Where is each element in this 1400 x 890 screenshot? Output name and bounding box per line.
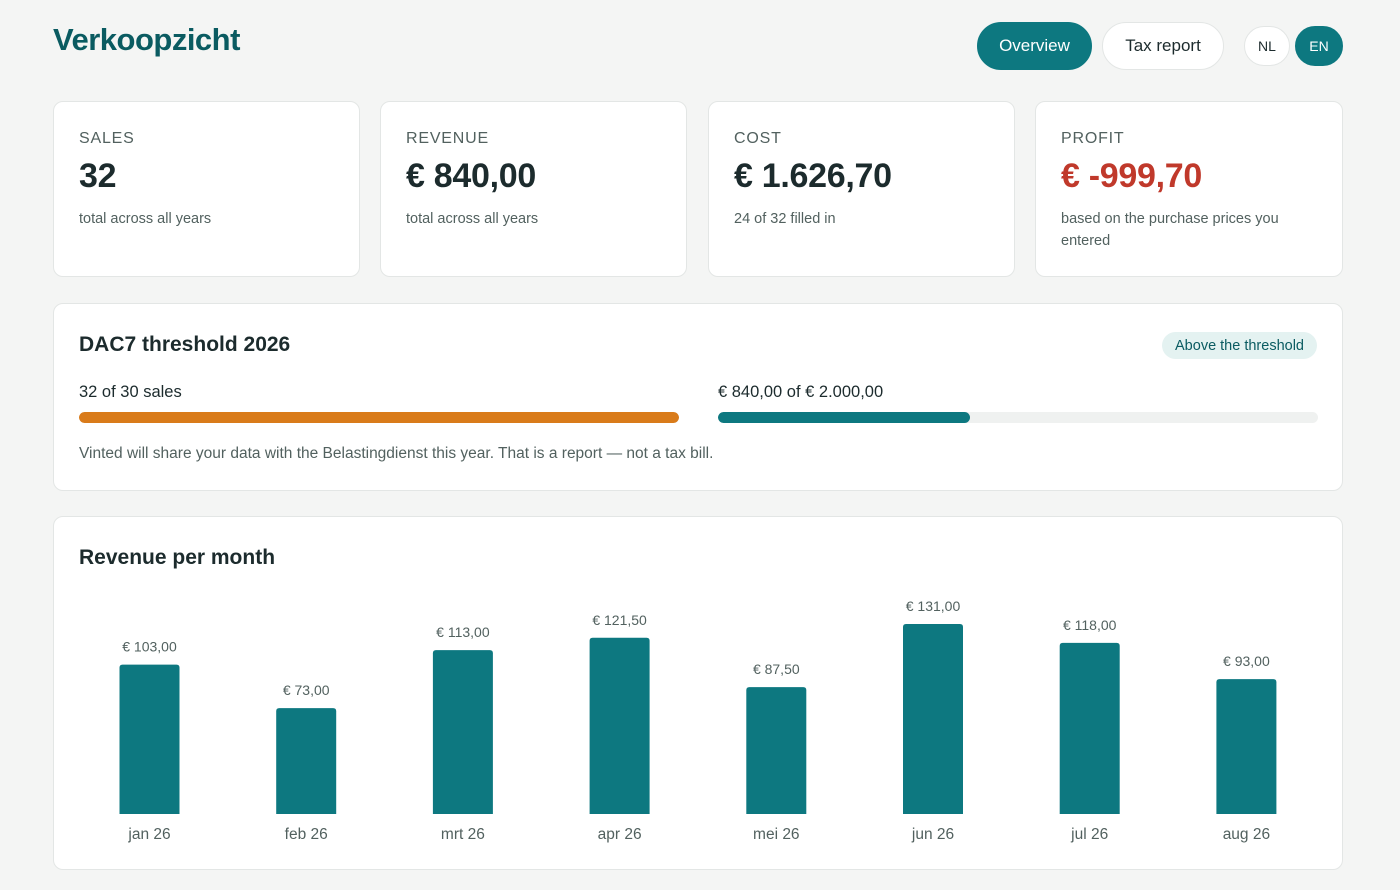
bar-value-label: € 73,00 bbox=[283, 682, 330, 698]
sales-note: total across all years bbox=[79, 211, 212, 227]
bar-feb-26 bbox=[276, 708, 337, 814]
x-tick-label: jun 26 bbox=[911, 826, 954, 843]
cost-label: COST bbox=[734, 130, 782, 147]
bar-value-label: € 121,50 bbox=[592, 612, 647, 628]
cost-card: COST € 1.626,70 24 of 32 filled in bbox=[708, 101, 1015, 277]
x-tick-label: jul 26 bbox=[1070, 826, 1108, 843]
language-nl-button[interactable]: NL bbox=[1244, 26, 1290, 66]
profit-note: based on the purchase prices you entered bbox=[1061, 211, 1279, 249]
cost-value: € 1.626,70 bbox=[734, 157, 892, 195]
bar-value-label: € 118,00 bbox=[1063, 617, 1117, 633]
top-nav: Overview Tax report NL EN bbox=[977, 22, 1343, 70]
overview-button[interactable]: Overview bbox=[977, 22, 1092, 70]
language-en-button[interactable]: EN bbox=[1295, 26, 1343, 66]
revenue-card: REVENUE € 840,00 total across all years bbox=[380, 101, 687, 277]
threshold-title: DAC7 threshold 2026 bbox=[79, 333, 291, 356]
revenue-progress-fill bbox=[718, 412, 970, 423]
profit-label: PROFIT bbox=[1061, 130, 1125, 147]
x-tick-label: jan 26 bbox=[127, 826, 170, 843]
bar-value-label: € 103,00 bbox=[122, 639, 177, 655]
profit-value: € -999,70 bbox=[1061, 157, 1202, 195]
sales-progress-label: 32 of 30 sales bbox=[79, 383, 182, 401]
revenue-label: REVENUE bbox=[406, 130, 489, 147]
dac7-threshold-card: DAC7 threshold 2026 Above the threshold … bbox=[53, 303, 1343, 491]
chart-title: Revenue per month bbox=[79, 546, 276, 569]
bar-jul-26 bbox=[1059, 642, 1120, 814]
x-tick-label: feb 26 bbox=[285, 826, 328, 843]
sales-progress-track bbox=[79, 412, 679, 423]
bar-aug-26 bbox=[1216, 679, 1277, 814]
header: Verkoopzicht Overview Tax report NL EN bbox=[53, 22, 1343, 72]
sales-value: 32 bbox=[79, 157, 117, 195]
tax-report-button[interactable]: Tax report bbox=[1102, 22, 1224, 70]
bar-value-label: € 87,50 bbox=[753, 661, 800, 677]
bar-apr-26 bbox=[589, 637, 650, 814]
status-badge: Above the threshold bbox=[1162, 332, 1317, 359]
revenue-note: total across all years bbox=[406, 211, 539, 227]
bar-mrt-26 bbox=[432, 650, 493, 814]
sales-progress-fill bbox=[79, 412, 679, 423]
revenue-progress-label: € 840,00 of € 2.000,00 bbox=[718, 383, 884, 401]
x-tick-label: mrt 26 bbox=[441, 826, 485, 843]
revenue-bar-chart: € 103,00 jan 26 € 73,00 feb 26 € 113,00 mrt 2… bbox=[119, 598, 1277, 843]
revenue-value: € 840,00 bbox=[406, 157, 536, 195]
sales-label: SALES bbox=[79, 130, 135, 147]
revenue-chart-card: Revenue per month € 103,00 jan 26 € 73,00 f… bbox=[53, 516, 1343, 870]
bar-value-label: € 113,00 bbox=[436, 624, 490, 640]
sales-card: SALES 32 total across all years bbox=[53, 101, 360, 277]
bar-value-label: € 131,00 bbox=[906, 598, 961, 614]
bar-value-label: € 93,00 bbox=[1223, 653, 1270, 669]
x-tick-label: aug 26 bbox=[1223, 826, 1270, 843]
bar-mei-26 bbox=[746, 687, 807, 814]
revenue-progress-track bbox=[718, 412, 1318, 423]
bar-jan-26 bbox=[119, 664, 180, 814]
threshold-note: Vinted will share your data with the Bel… bbox=[79, 445, 714, 462]
app-title: Verkoopzicht bbox=[53, 22, 240, 57]
language-switcher: NL EN bbox=[1244, 26, 1343, 66]
x-tick-label: mei 26 bbox=[753, 826, 800, 843]
cost-note: 24 of 32 filled in bbox=[734, 211, 836, 227]
profit-card: PROFIT € -999,70 based on the purchase p… bbox=[1035, 101, 1343, 277]
x-tick-label: apr 26 bbox=[598, 826, 642, 843]
bar-jun-26 bbox=[903, 624, 963, 814]
